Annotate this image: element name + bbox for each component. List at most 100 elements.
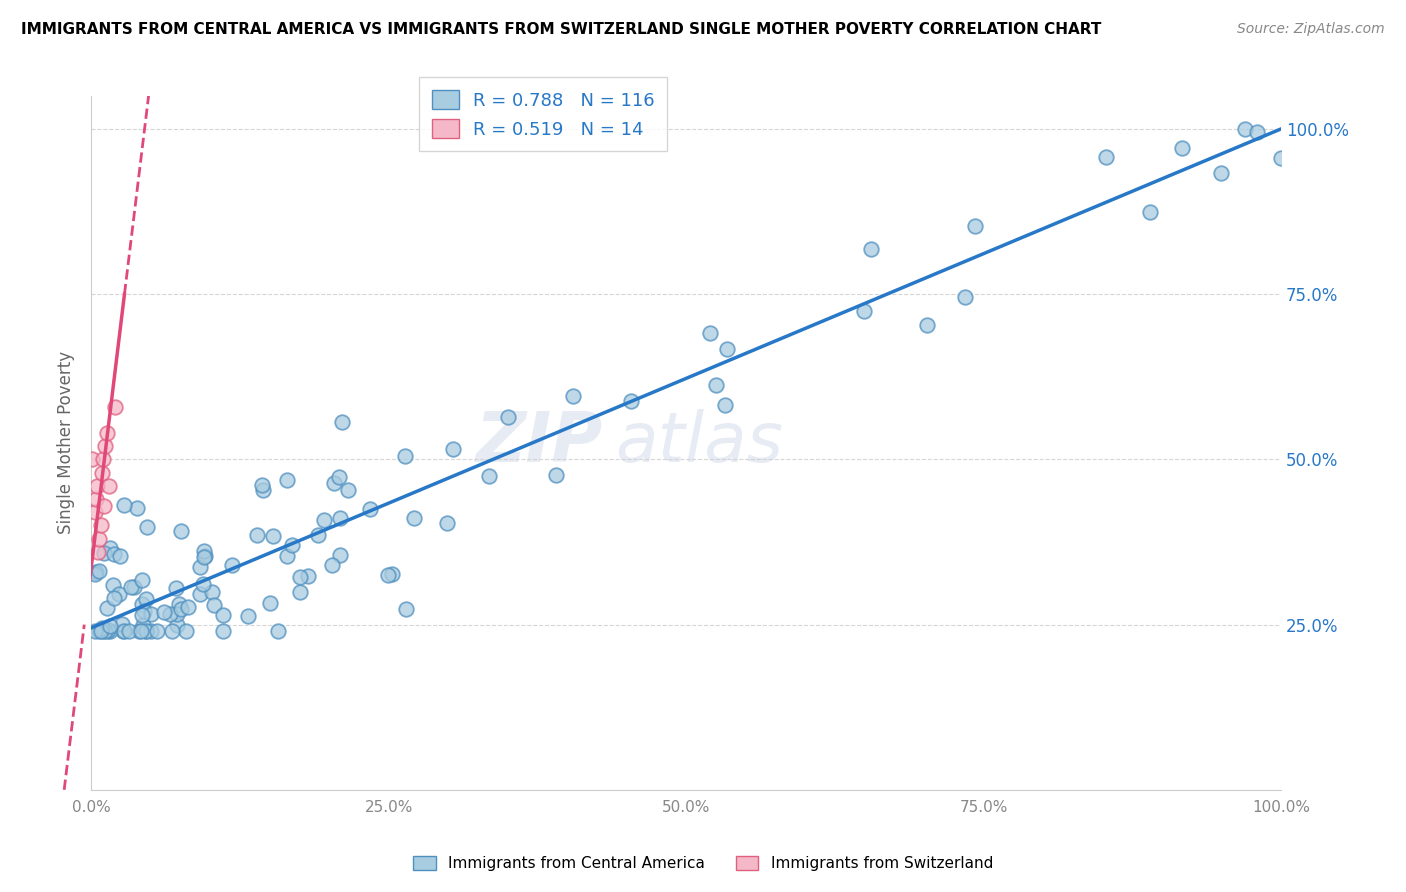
Point	[276, 549, 298, 564]
Point	[86, 479, 108, 493]
Point	[98, 624, 121, 639]
Point	[281, 538, 304, 552]
Point	[166, 607, 188, 621]
Point	[160, 624, 183, 639]
Point	[246, 527, 269, 541]
Point	[153, 605, 176, 619]
Legend: Immigrants from Central America, Immigrants from Switzerland: Immigrants from Central America, Immigra…	[406, 850, 1000, 877]
Point	[328, 469, 350, 483]
Point	[859, 242, 882, 256]
Point	[290, 584, 312, 599]
Point	[90, 624, 112, 639]
Point	[112, 498, 135, 512]
Point	[118, 624, 141, 639]
Point	[1246, 125, 1268, 139]
Point	[307, 528, 329, 542]
Point	[112, 624, 135, 639]
Point	[193, 550, 215, 565]
Point	[91, 452, 114, 467]
Point	[201, 584, 224, 599]
Point	[1211, 166, 1233, 180]
Y-axis label: Single Mother Poverty: Single Mother Poverty	[58, 351, 75, 534]
Point	[963, 219, 986, 233]
Point	[212, 624, 235, 639]
Text: atlas: atlas	[614, 409, 783, 476]
Point	[359, 501, 381, 516]
Point	[329, 511, 352, 525]
Point	[84, 565, 107, 579]
Point	[135, 624, 157, 639]
Point	[94, 439, 117, 453]
Point	[108, 587, 131, 601]
Point	[131, 598, 153, 612]
Point	[98, 541, 121, 556]
Point	[1171, 141, 1194, 155]
Point	[704, 378, 727, 392]
Point	[377, 567, 399, 582]
Point	[165, 582, 187, 596]
Point	[131, 607, 153, 622]
Point	[1234, 122, 1257, 136]
Point	[191, 576, 214, 591]
Point	[330, 415, 353, 429]
Point	[441, 442, 464, 457]
Point	[212, 607, 235, 622]
Point	[146, 624, 169, 639]
Point	[83, 624, 105, 639]
Point	[177, 599, 200, 614]
Point	[111, 616, 134, 631]
Point	[496, 409, 519, 424]
Point	[104, 400, 127, 414]
Point	[98, 619, 121, 633]
Point	[262, 529, 284, 543]
Point	[90, 518, 112, 533]
Text: IMMIGRANTS FROM CENTRAL AMERICA VS IMMIGRANTS FROM SWITZERLAND SINGLE MOTHER POV: IMMIGRANTS FROM CENTRAL AMERICA VS IMMIG…	[21, 22, 1101, 37]
Point	[93, 499, 115, 513]
Point	[259, 596, 281, 610]
Point	[139, 624, 162, 639]
Point	[381, 567, 404, 582]
Text: ZIP: ZIP	[475, 409, 603, 476]
Point	[84, 491, 107, 506]
Point	[128, 624, 150, 639]
Point	[321, 558, 343, 573]
Point	[108, 549, 131, 563]
Point	[1139, 205, 1161, 219]
Point	[136, 520, 159, 534]
Point	[103, 577, 125, 591]
Point	[87, 624, 110, 639]
Point	[89, 532, 111, 546]
Point	[97, 624, 120, 639]
Point	[103, 591, 125, 606]
Point	[93, 624, 115, 639]
Point	[96, 425, 118, 440]
Point	[91, 624, 114, 639]
Point	[93, 546, 115, 560]
Point	[87, 565, 110, 579]
Point	[953, 290, 976, 304]
Point	[188, 560, 211, 574]
Point	[436, 516, 458, 530]
Point	[297, 569, 319, 583]
Point	[134, 604, 156, 618]
Point	[170, 524, 193, 539]
Point	[714, 398, 737, 412]
Point	[167, 597, 190, 611]
Point	[125, 501, 148, 516]
Point	[716, 342, 738, 356]
Point	[221, 558, 243, 573]
Point	[135, 591, 157, 606]
Point	[329, 548, 352, 562]
Point	[84, 566, 107, 581]
Point	[188, 587, 211, 601]
Point	[394, 449, 416, 463]
Point	[90, 466, 112, 480]
Point	[166, 618, 188, 632]
Point	[266, 624, 288, 639]
Point	[103, 547, 125, 561]
Point	[129, 624, 152, 639]
Point	[699, 326, 721, 341]
Point	[1270, 151, 1292, 165]
Point	[120, 580, 142, 594]
Point	[96, 601, 118, 615]
